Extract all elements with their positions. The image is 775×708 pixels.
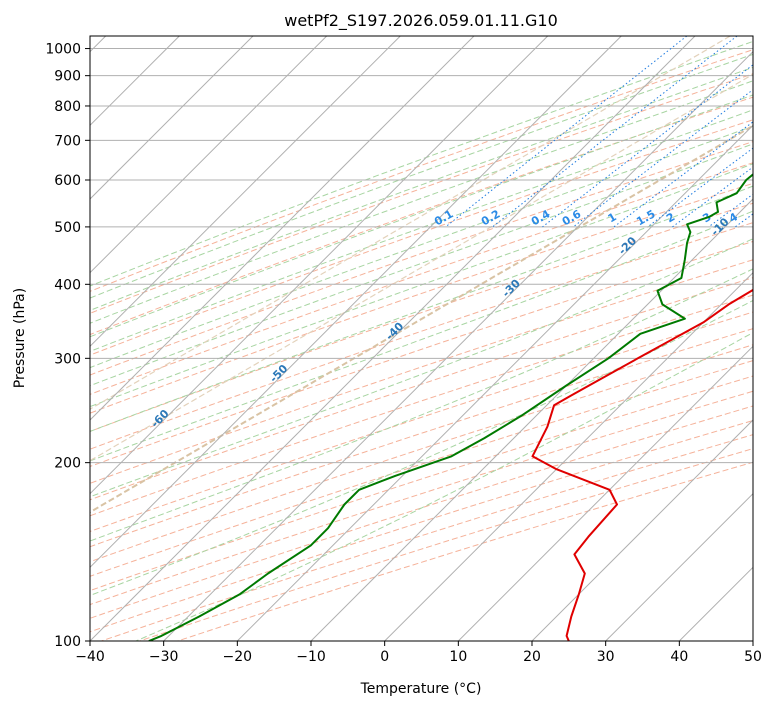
y-tick-label: 200	[54, 456, 81, 472]
dry-adiabat-line	[90, 277, 753, 501]
dry-adiabat-line	[90, 375, 753, 592]
chart-title: wetPf2_S197.2026.059.01.11.G10	[284, 11, 558, 31]
y-axis-ticks: 1000 900 800 700 600 500 400 300 200 100	[45, 42, 90, 650]
mixing-ratio-line	[542, 64, 753, 228]
moist-adiabat-line	[90, 163, 753, 408]
mixing-ratio-line	[672, 166, 753, 228]
isotherm-line	[163, 50, 753, 641]
y-tick-label: 300	[54, 351, 81, 367]
isotherm-line	[90, 36, 328, 274]
dry-adiabat-line	[90, 162, 753, 395]
dry-adiabat-line	[90, 222, 753, 450]
x-tick-label: 20	[523, 649, 541, 665]
dry-adiabat-line	[90, 405, 753, 619]
isotherm-line	[531, 419, 753, 641]
isotherm-line	[605, 492, 753, 641]
auxiliary-curve	[90, 73, 753, 462]
y-tick-label: 400	[54, 277, 81, 293]
y-tick-label: 100	[54, 634, 81, 650]
x-tick-label: −30	[149, 649, 179, 665]
isotherm-line	[310, 198, 753, 641]
y-tick-label: 500	[54, 220, 81, 236]
dry-adiabat-line	[90, 294, 753, 517]
y-tick-label: 700	[54, 133, 81, 149]
mixing-ratio-line	[492, 36, 738, 228]
moist-adiabat-line	[90, 80, 753, 324]
x-tick-label: 0	[380, 649, 389, 665]
moist-adiabat-line	[135, 332, 753, 641]
dry-adiabat-line	[90, 328, 753, 548]
isotherm-line	[90, 36, 696, 641]
y-axis-label: Pressure (hPa)	[12, 288, 28, 388]
mixing-ratio-line	[572, 89, 753, 228]
y-tick-label: 800	[54, 99, 81, 115]
x-tick-label: 40	[670, 649, 688, 665]
isotherm-line	[90, 36, 622, 569]
moist-adiabat-line	[90, 40, 753, 287]
dry-adiabat-line	[90, 344, 753, 563]
moist-adiabats	[90, 36, 753, 641]
dry-adiabat-line	[139, 448, 753, 641]
moist-adiabat-line	[90, 109, 753, 352]
x-axis-ticks: −40 −30 −20 −10 0 10 20 30 40 50	[75, 641, 762, 665]
dry-adiabat-line	[90, 73, 753, 314]
dry-adiabat-line	[90, 390, 753, 606]
y-tick-label: 900	[54, 69, 81, 85]
isotherm-line	[90, 36, 401, 348]
x-tick-label: −40	[75, 649, 105, 665]
isotherm-line	[384, 271, 753, 641]
x-axis-label: Temperature (°C)	[360, 681, 482, 697]
moist-adiabat-line	[90, 185, 753, 432]
isotherm-line	[457, 345, 753, 641]
isobar-gridlines	[90, 48, 753, 641]
x-tick-label: 30	[597, 649, 615, 665]
dry-adiabat-line	[90, 141, 753, 376]
isotherm-line	[90, 36, 254, 200]
x-tick-label: 10	[449, 649, 467, 665]
dry-adiabat-line	[90, 419, 753, 633]
x-tick-label: −10	[296, 649, 326, 665]
isotherm-line	[90, 36, 475, 421]
x-tick-label: −20	[223, 649, 253, 665]
y-tick-label: 1000	[45, 42, 81, 58]
isotherm-line	[236, 124, 753, 641]
moist-adiabat-line	[90, 53, 753, 299]
dry-adiabat-line	[90, 49, 753, 292]
temperature-profile-line	[531, 288, 753, 641]
moist-adiabat-line	[90, 66, 753, 311]
mixing-ratio-lines	[445, 36, 753, 228]
y-tick-label: 600	[54, 173, 81, 189]
moist-adiabat-line	[90, 210, 753, 462]
dry-adiabat-line	[90, 119, 753, 356]
dry-adiabat-line	[90, 202, 753, 432]
sounding-series	[148, 173, 753, 641]
isotherm-line	[90, 36, 549, 495]
x-tick-label: 50	[744, 649, 762, 665]
dewpoint-profile-line	[148, 173, 753, 641]
auxiliary-curve	[90, 124, 753, 514]
plot-frame	[89, 35, 754, 642]
moist-adiabat-line	[90, 125, 753, 369]
auxiliary-curve	[90, 36, 731, 410]
moist-adiabat-line	[90, 299, 753, 596]
moist-adiabat-line	[90, 143, 753, 387]
isotherm-gridlines	[90, 36, 753, 641]
